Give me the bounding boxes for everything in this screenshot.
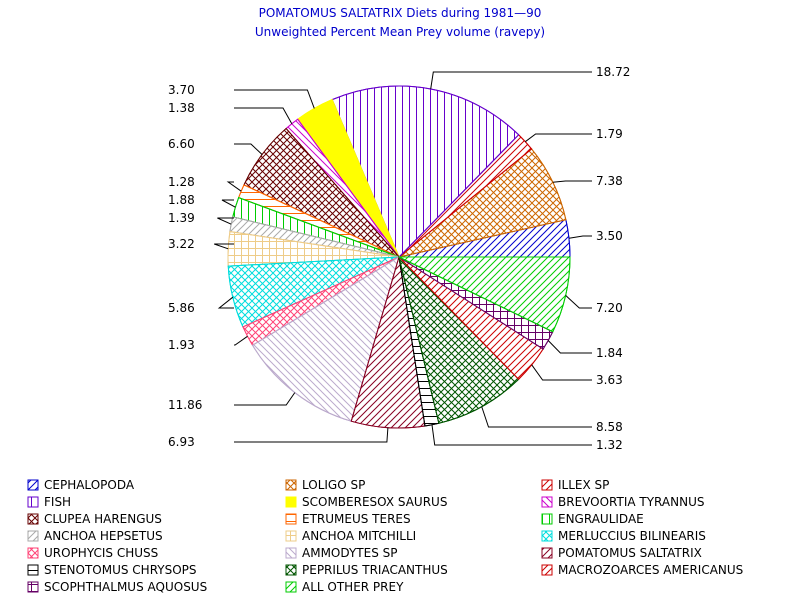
leader-line-scomberesox-saurus — [234, 89, 315, 109]
pie-slices — [227, 85, 571, 429]
pie-slice-fill-fish — [331, 85, 520, 258]
legend-label-engraulidae: ENGRAULIDAE — [558, 512, 644, 526]
leader-line-anchoa-mitchilli — [214, 243, 234, 250]
value-label-engraulidae: 1.88 — [168, 193, 195, 207]
legend-swatch-engraulidae — [541, 513, 553, 525]
value-label-macrozoarces-americanus: 3.63 — [596, 373, 623, 387]
pie-value-labels: 3.50 7.38 1.79 18.72 3.70 1.38 6.60 1.28 1.88 1.3… — [168, 65, 630, 452]
leader-line-peprilus-triacanthus — [481, 406, 592, 428]
pie-slice-fill-ammodytes-sp — [251, 255, 400, 422]
legend-label-clupea-harengus: CLUPEA HARENGUS — [44, 512, 162, 526]
legend-label-merluccius-bilinearis: MERLUCCIUS BILINEARIS — [558, 529, 706, 543]
value-label-stenotomus-chrysops: 1.32 — [596, 438, 623, 452]
leader-line-anchoa-hepsetus — [217, 217, 234, 225]
legend: CEPHALOPODA LOLIGO SP ILLEX SP FISH SCOMBERE… — [27, 478, 743, 594]
legend-label-ammodytes-sp: AMMODYTES SP — [302, 546, 397, 560]
legend-swatch-merluccius-bilinearis — [541, 530, 553, 542]
leader-line-scophthalmus-aquosus — [547, 340, 592, 354]
legend-swatch-loligo-sp — [285, 479, 297, 491]
value-label-anchoa-mitchilli: 3.22 — [168, 237, 195, 251]
legend-label-anchoa-hepsetus: ANCHOA HEPSETUS — [44, 529, 163, 543]
legend-label-urophycis-chuss: UROPHYCIS CHUSS — [44, 546, 158, 560]
value-label-urophycis-chuss: 1.93 — [168, 338, 195, 352]
value-label-merluccius-bilinearis: 5.86 — [168, 301, 195, 315]
legend-swatch-anchoa-mitchilli — [285, 530, 297, 542]
leader-line-merluccius-bilinearis — [217, 296, 234, 309]
legend-swatch-brevoortia-tyrannus — [541, 496, 553, 508]
pie-leader-lines — [214, 71, 592, 446]
chart-subtitle: Unweighted Percent Mean Prey volume (rav… — [255, 25, 545, 39]
legend-label-etrumeus-teres: ETRUMEUS TERES — [302, 512, 411, 526]
legend-label-stenotomus-chrysops: STENOTOMUS CHRYSOPS — [44, 563, 197, 577]
value-label-ammodytes-sp: 11.86 — [168, 398, 202, 412]
leader-line-ammodytes-sp — [234, 392, 296, 406]
legend-swatch-pomatomus-saltatrix — [541, 547, 553, 559]
legend-label-scomberesox-saurus: SCOMBERESOX SAURUS — [302, 495, 447, 509]
legend-swatch-all-other-prey — [285, 581, 297, 593]
leader-line-brevoortia-tyrannus — [234, 107, 293, 125]
leader-line-stenotomus-chrysops — [431, 424, 592, 446]
chart-title: POMATOMUS SALTATRIX Diets during 1981—90 — [259, 6, 542, 20]
legend-label-pomatomus-saltatrix: POMATOMUS SALTATRIX — [558, 546, 702, 560]
legend-swatch-stenotomus-chrysops — [27, 564, 39, 576]
value-label-clupea-harengus: 6.60 — [168, 137, 195, 151]
legend-swatch-anchoa-hepsetus — [27, 530, 39, 542]
leader-line-pomatomus-saltatrix — [234, 427, 389, 443]
leader-line-all-other-prey — [565, 295, 592, 309]
pie-slice-fill-peprilus-triacanthus — [398, 255, 520, 424]
legend-label-brevoortia-tyrannus: BREVOORTIA TYRANNUS — [558, 495, 704, 509]
legend-swatch-ammodytes-sp — [285, 547, 297, 559]
legend-swatch-macrozoarces-americanus — [541, 564, 553, 576]
legend-swatch-peprilus-triacanthus — [285, 564, 297, 576]
value-label-scomberesox-saurus: 3.70 — [168, 83, 195, 97]
legend-label-fish: FISH — [44, 495, 71, 509]
leader-line-loligo-sp — [552, 180, 592, 183]
legend-swatch-scomberesox-saurus — [285, 496, 297, 508]
legend-label-all-other-prey: ALL OTHER PREY — [302, 580, 404, 594]
value-label-peprilus-triacanthus: 8.58 — [596, 420, 623, 434]
legend-label-illex-sp: ILLEX SP — [558, 478, 609, 492]
legend-label-cephalopoda: CEPHALOPODA — [44, 478, 135, 492]
value-label-cephalopoda: 3.50 — [596, 229, 623, 243]
pie-slice-fill-all-other-prey — [398, 256, 571, 333]
value-label-pomatomus-saltatrix: 6.93 — [168, 435, 195, 449]
leader-line-illex-sp — [525, 133, 592, 143]
legend-swatch-etrumeus-teres — [285, 513, 297, 525]
legend-label-anchoa-mitchilli: ANCHOA MITCHILLI — [302, 529, 416, 543]
value-label-loligo-sp: 7.38 — [596, 174, 623, 188]
leader-line-cephalopoda — [568, 235, 592, 239]
legend-swatch-urophycis-chuss — [27, 547, 39, 559]
legend-label-scophthalmus-aquosus: SCOPHTHALMUS AQUOSUS — [44, 580, 207, 594]
leader-line-macrozoarces-americanus — [531, 364, 592, 381]
value-label-illex-sp: 1.79 — [596, 127, 623, 141]
legend-swatch-fish — [27, 496, 39, 508]
legend-swatch-cephalopoda — [27, 479, 39, 491]
leader-line-engraulidae — [221, 199, 236, 208]
value-label-anchoa-hepsetus: 1.39 — [168, 211, 195, 225]
legend-swatch-scophthalmus-aquosus — [27, 581, 39, 593]
legend-swatch-clupea-harengus — [27, 513, 39, 525]
leader-line-urophycis-chuss — [234, 335, 248, 346]
leader-line-etrumeus-teres — [226, 181, 242, 192]
leader-line-fish — [430, 71, 592, 90]
leader-line-clupea-harengus — [234, 143, 263, 155]
value-label-all-other-prey: 7.20 — [596, 301, 623, 315]
legend-swatch-illex-sp — [541, 479, 553, 491]
value-label-scophthalmus-aquosus: 1.84 — [596, 346, 623, 360]
legend-label-macrozoarces-americanus: MACROZOARCES AMERICANUS — [558, 563, 743, 577]
legend-label-loligo-sp: LOLIGO SP — [302, 478, 365, 492]
legend-label-peprilus-triacanthus: PEPRILUS TRIACANTHUS — [302, 563, 448, 577]
value-label-etrumeus-teres: 1.28 — [168, 175, 195, 189]
value-label-fish: 18.72 — [596, 65, 630, 79]
value-label-brevoortia-tyrannus: 1.38 — [168, 101, 195, 115]
